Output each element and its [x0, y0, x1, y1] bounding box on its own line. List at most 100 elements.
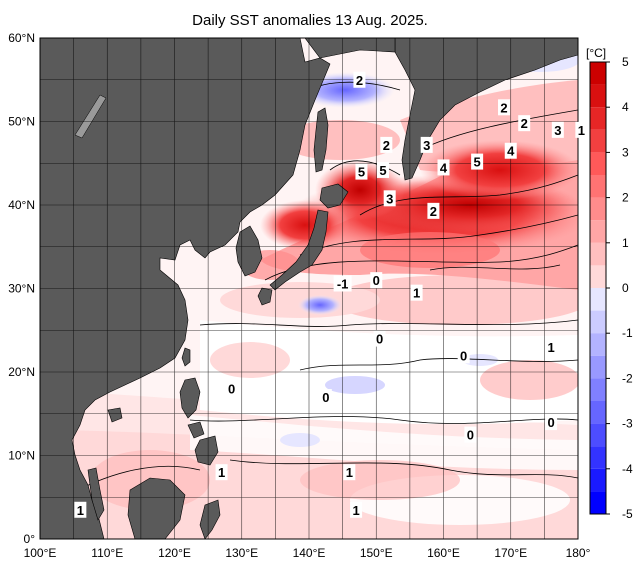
lon-tick-label: 150°E [360, 546, 393, 560]
visayas [187, 421, 205, 439]
lat-tick-label: 60°N [8, 31, 35, 45]
contour-label: 1 [74, 501, 87, 518]
colorbar-cell [590, 197, 606, 221]
contour-label: 1 [575, 121, 588, 138]
colorbar-ticks: 5 4 3 2 1 0 -1 -2 -3 -4 -5 [606, 55, 633, 521]
sulawesi [199, 499, 221, 539]
malay-peninsula [87, 467, 105, 521]
contour-label: 1 [215, 464, 228, 481]
borneo [127, 477, 186, 539]
hainan [107, 407, 123, 423]
colorbar-cell [590, 129, 606, 153]
svg-text:1: 1 [547, 340, 554, 355]
contour-label: 0 [370, 272, 383, 289]
colorbar-cell [590, 355, 606, 379]
contour-label: 2 [427, 202, 440, 219]
contour-label: 2 [380, 136, 393, 153]
svg-text:3: 3 [554, 123, 561, 138]
colorbar-tick-label: 0 [622, 281, 629, 295]
contour-label: 4 [504, 142, 517, 159]
colorbar-tick-label: 1 [622, 236, 629, 250]
lat-lon-grid [40, 38, 578, 539]
colorbar-unit: [°C] [586, 46, 606, 60]
svg-text:1: 1 [352, 503, 359, 518]
contour-label: 5 [471, 153, 484, 170]
svg-text:0: 0 [467, 428, 474, 443]
colorbar-cell [590, 175, 606, 198]
svg-text:0: 0 [373, 273, 380, 288]
lon-tick-label: 140°E [293, 546, 326, 560]
colorbar-tick-label: -4 [622, 462, 633, 476]
colorbar-cell [590, 107, 606, 130]
colorbar-cell [590, 333, 606, 356]
lon-tick-label: 110°E [91, 546, 123, 560]
svg-text:2: 2 [500, 100, 507, 115]
svg-text:4: 4 [440, 160, 448, 175]
contour-label: 0 [545, 414, 558, 431]
svg-text:1: 1 [218, 465, 225, 480]
colorbar-tick-label: 3 [622, 145, 629, 159]
colorbar-cells [590, 62, 606, 514]
lon-tick-label: 100°E [24, 546, 57, 560]
lat-tick-label: 30°N [8, 282, 35, 296]
svg-text:0: 0 [460, 348, 467, 363]
colorbar-cell [590, 62, 606, 85]
colorbar-cell [590, 310, 606, 334]
svg-text:5: 5 [379, 163, 386, 178]
colorbar-cell [590, 84, 606, 108]
contour-label: 0 [319, 389, 332, 406]
kyushu [257, 287, 273, 306]
colorbar-tick-label: -5 [622, 507, 633, 521]
contour-label: -1 [333, 275, 352, 292]
svg-text:3: 3 [386, 191, 393, 206]
map-title: Daily SST anomalies 13 Aug. 2025. [192, 12, 428, 29]
honshu [269, 209, 329, 291]
colorbar: [°C] 5 4 3 2 1 0 -1 -2 -3 -4 -5 [586, 46, 633, 521]
colorbar-cell [590, 152, 606, 175]
svg-text:4: 4 [507, 144, 515, 159]
contour-label: 5 [355, 163, 368, 180]
svg-text:1: 1 [413, 286, 420, 301]
colorbar-cell [590, 468, 606, 492]
colorbar-cell [590, 446, 606, 469]
lat-tick-label: 10°N [8, 449, 35, 463]
lat-tick-labels: 60°N 50°N 40°N 30°N 20°N 10°N 0° [8, 31, 35, 546]
colorbar-cell [590, 401, 606, 424]
sakhalin [313, 107, 329, 173]
contour-label: 4 [437, 159, 450, 176]
contour-label: 2 [353, 71, 366, 88]
lake-baikal [74, 94, 107, 139]
svg-text:-1: -1 [337, 276, 349, 291]
colorbar-cell [590, 220, 606, 243]
lat-tick-label: 0° [24, 532, 36, 546]
lat-tick-label: 40°N [8, 198, 35, 212]
mindanao [194, 435, 219, 466]
contour-label: 3 [383, 190, 396, 207]
svg-text:0: 0 [228, 382, 235, 397]
colorbar-cell [590, 288, 606, 311]
colorbar-cell [590, 423, 606, 447]
contour-label: 2 [498, 99, 511, 116]
contour-label: 5 [376, 161, 389, 178]
lon-tick-labels: 100°E 110°E 120°E 130°E 140°E 150°E 160°E 170°E… [24, 546, 591, 560]
kolyma-coast [304, 38, 396, 59]
contour-label: 0 [373, 330, 386, 347]
contour-label: 1 [350, 501, 363, 518]
contour-label: 1 [343, 464, 356, 481]
neutral-band-2 [190, 415, 578, 470]
svg-text:1: 1 [346, 465, 353, 480]
contour-label: 0 [464, 426, 477, 443]
svg-text:0: 0 [322, 390, 329, 405]
cold-kuroshio [298, 295, 342, 315]
korea [235, 225, 263, 277]
lon-tick-label: 160°E [427, 546, 460, 560]
colorbar-tick-label: 2 [622, 191, 629, 205]
contour-label: 3 [551, 121, 564, 138]
taiwan [181, 347, 191, 367]
colorbar-cell [590, 265, 606, 288]
svg-text:1: 1 [578, 123, 585, 138]
colorbar-cell [590, 242, 606, 266]
svg-text:1: 1 [77, 503, 84, 518]
colorbar-cell [590, 378, 606, 401]
